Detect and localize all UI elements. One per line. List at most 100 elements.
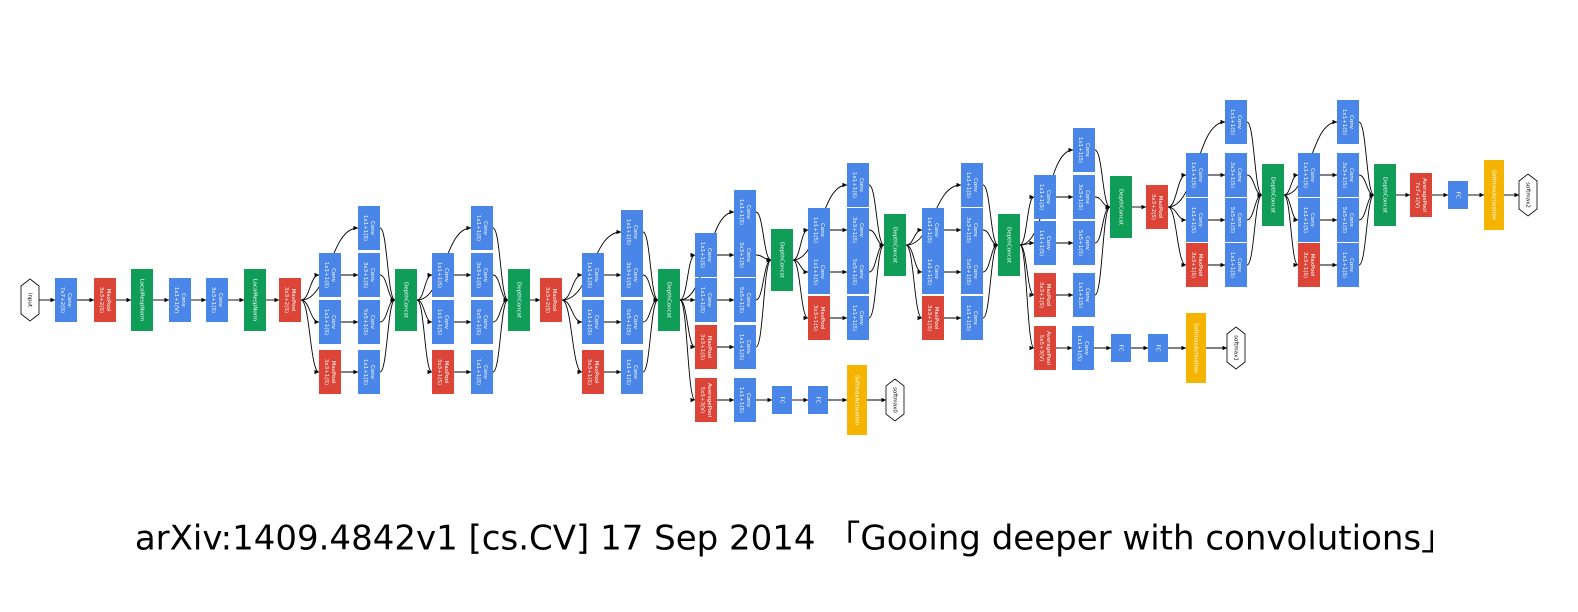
layer-node <box>922 296 944 340</box>
node-label: 1x1+1(S) <box>1229 109 1235 135</box>
node-label: DepthConcat <box>892 227 898 264</box>
node-label: 1x1+1(S) <box>699 287 705 313</box>
layer-node <box>1225 153 1247 197</box>
node-label: Conv <box>745 393 751 408</box>
node-label: 1x1+1(S) <box>1038 230 1044 256</box>
layer-node <box>658 269 680 331</box>
node-label: 1x1+1(S) <box>1229 252 1235 278</box>
node-label: 1x1+1(S) <box>475 215 481 241</box>
node-label: AveragePool <box>1045 331 1051 365</box>
node-label: Conv <box>482 268 488 283</box>
layer-node <box>1073 128 1095 172</box>
terminal-node <box>20 278 40 322</box>
node-label: SoftmaxActivation <box>1491 170 1497 221</box>
edge <box>1019 244 1035 351</box>
node-label: Conv <box>632 225 638 240</box>
layer-node <box>808 386 828 414</box>
node-label: Conv <box>180 293 186 308</box>
layer-node <box>358 300 380 344</box>
node-label: 3x3+1(S) <box>210 287 216 313</box>
node-label: Conv <box>482 315 488 330</box>
node-label: 1x1+1(S) <box>586 262 592 288</box>
node-label: DepthConcat <box>1382 177 1388 214</box>
node-label: Conv <box>593 268 599 283</box>
layer-node <box>1073 273 1095 317</box>
node-label: Conv <box>330 268 336 283</box>
layer-node <box>1110 176 1132 238</box>
node-label: 1x1+1(S) <box>475 359 481 385</box>
node-label: Conv <box>1348 258 1354 273</box>
edge <box>982 184 999 248</box>
layer-node <box>621 300 643 344</box>
edge <box>792 259 809 275</box>
edge <box>379 227 396 303</box>
layer-node <box>1186 153 1208 197</box>
node-label: 1x1+1(S) <box>586 309 592 335</box>
node-label: MaxPool <box>593 361 599 384</box>
edge <box>300 299 320 375</box>
layer-node <box>1225 100 1247 144</box>
node-label: Conv <box>330 315 336 330</box>
layer-node <box>961 250 983 294</box>
layer-node <box>998 214 1020 276</box>
edge <box>642 231 659 303</box>
node-label: 5x5+1(S) <box>625 309 631 335</box>
node-label: 3x3+1(S) <box>586 359 592 385</box>
node-label: Conv <box>593 315 599 330</box>
node-label: 5x5+1(S) <box>965 259 971 285</box>
layer-node <box>847 296 869 340</box>
layer-node <box>621 350 643 394</box>
node-label: Conv <box>858 311 864 326</box>
node-label: 5x5+1(S) <box>475 309 481 335</box>
layer-node <box>358 350 380 394</box>
node-label: 3x3+1(S) <box>436 359 442 385</box>
node-label: MaxPool <box>1045 284 1051 307</box>
edge <box>416 299 433 375</box>
node-label: 3x3+2(S) <box>1150 194 1156 220</box>
node-label: Conv <box>1197 213 1203 228</box>
edge <box>792 227 809 261</box>
edge <box>679 299 696 403</box>
edge <box>1358 192 1375 266</box>
node-label: 5x5+1(S) <box>1077 230 1083 256</box>
edge <box>868 242 885 319</box>
edge <box>755 257 772 348</box>
layer-node <box>922 208 944 252</box>
node-label: Conv <box>1045 236 1051 251</box>
edge <box>755 211 772 263</box>
layer-node <box>808 250 830 294</box>
edge <box>492 227 509 303</box>
layer-node <box>471 350 493 394</box>
edge <box>1094 204 1111 296</box>
node-label: 1x1+1(S) <box>812 217 818 243</box>
layer-node <box>771 229 793 291</box>
layer-node <box>1034 175 1056 219</box>
node-label: DepthConcat <box>403 282 409 319</box>
edge <box>561 299 583 325</box>
node-label: 3x3+1(S) <box>1229 162 1235 188</box>
layer-node <box>540 278 562 322</box>
layer-node <box>55 278 77 322</box>
edge <box>679 252 696 301</box>
node-label: 3x3+2(S) <box>98 287 104 313</box>
layer-node <box>734 325 756 369</box>
terminal-node <box>1226 326 1246 370</box>
node-label: 1x1+1(S) <box>1190 162 1196 188</box>
node-label: 1x1+1(S) <box>1341 109 1347 135</box>
node-label: Conv <box>706 293 712 308</box>
layer-node <box>695 378 717 422</box>
layer-node <box>1337 198 1359 242</box>
layer-node <box>1073 175 1095 219</box>
node-label: 1x1+1(S) <box>1302 162 1308 188</box>
node-label: FC <box>1155 344 1161 351</box>
edge <box>492 297 509 373</box>
layer-node <box>1298 198 1320 242</box>
layer-node <box>1374 164 1396 226</box>
caption: arXiv:1409.4842v1 [cs.CV] 17 Sep 2014 「G… <box>135 519 1455 559</box>
node-label: softmax1 <box>1233 335 1239 361</box>
node-label: 5x5+3(V) <box>1038 335 1044 361</box>
node-label: 1x1+1(S) <box>812 259 818 285</box>
layer-node <box>471 253 493 297</box>
node-label: Conv <box>745 293 751 308</box>
node-label: 1x1+1(S) <box>851 172 857 198</box>
